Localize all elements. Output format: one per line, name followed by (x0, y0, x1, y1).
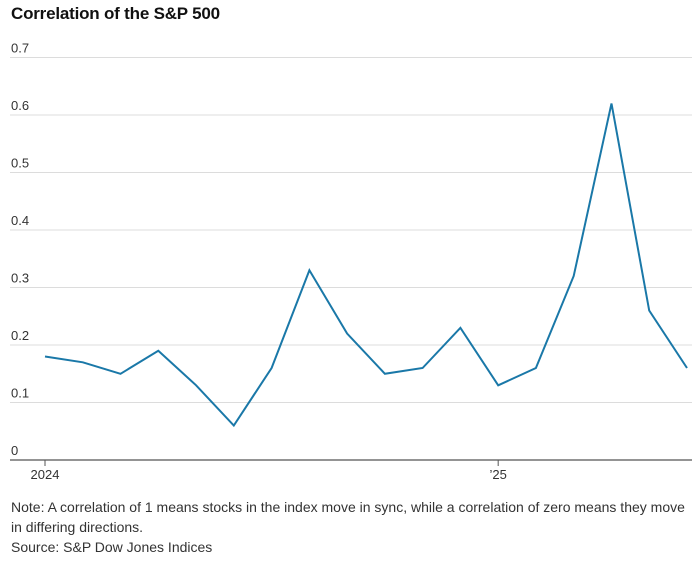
gridlines (10, 57, 692, 403)
line-chart: 0 0.1 0.2 0.3 0.4 0.5 0.6 0.7 2024 ’25 (10, 41, 692, 482)
series-line (44, 103, 688, 428)
y-tick-label: 0.3 (11, 271, 29, 286)
y-tick-label: 0.5 (11, 156, 29, 171)
chart-title: Correlation of the S&P 500 (11, 4, 220, 23)
x-tick-label: ’25 (489, 467, 506, 482)
series-layer (44, 103, 688, 428)
y-axis-tick-labels: 0 0.1 0.2 0.3 0.4 0.5 0.6 0.7 (11, 41, 29, 459)
x-axis: 2024 ’25 (10, 459, 692, 482)
y-tick-label: 0.7 (11, 41, 29, 56)
y-tick-label: 0 (11, 443, 18, 458)
chart-footer: Note: A correlation of 1 means stocks in… (11, 497, 691, 557)
x-tick-label: 2024 (31, 467, 60, 482)
y-tick-label: 0.4 (11, 213, 29, 228)
chart-source: Source: S&P Dow Jones Indices (11, 539, 213, 555)
chart-note: Note: A correlation of 1 means stocks in… (11, 499, 685, 535)
y-tick-label: 0.1 (11, 386, 29, 401)
y-tick-label: 0.2 (11, 328, 29, 343)
y-tick-label: 0.6 (11, 98, 29, 113)
